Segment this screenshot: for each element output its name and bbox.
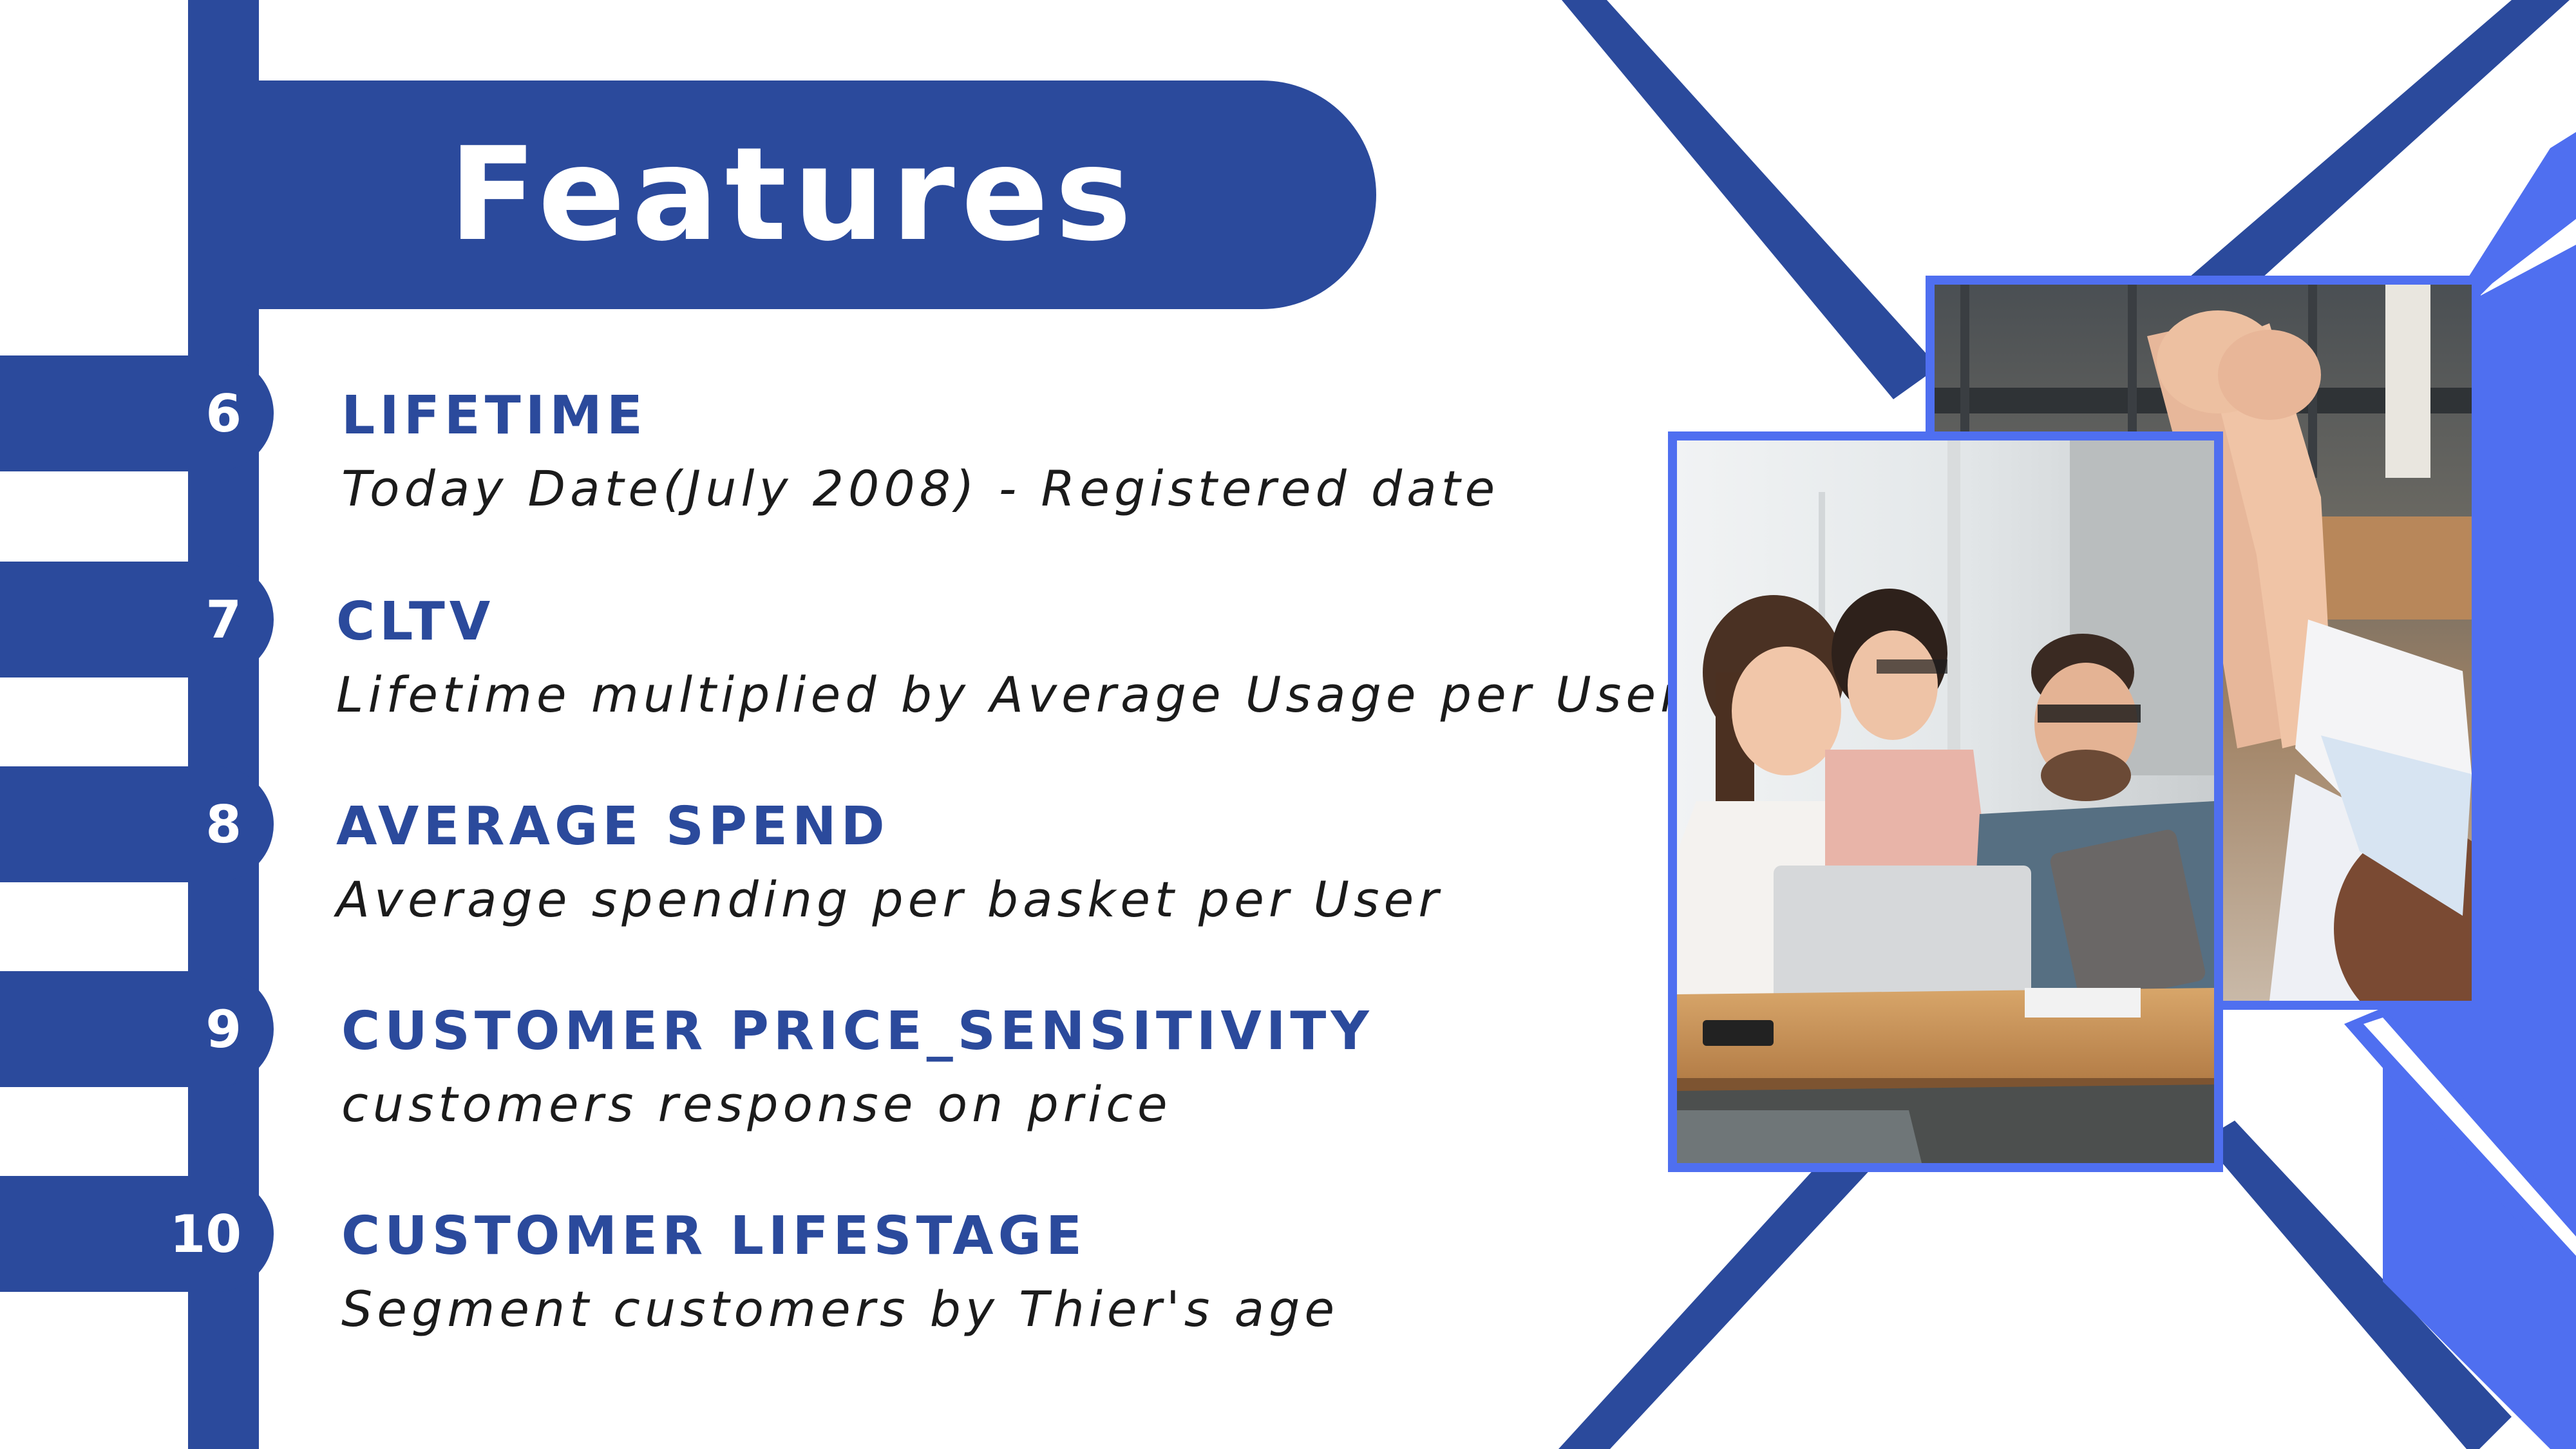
feature-number: 10 [169, 1204, 242, 1264]
feature-title: CUSTOMER LIFESTAGE [341, 1206, 1086, 1267]
number-tab-6: 6 [0, 355, 274, 471]
feature-item-lifestage: CUSTOMER LIFESTAGE Segment customers by … [341, 1210, 1339, 1334]
title-banner [188, 80, 1376, 309]
feature-number: 7 [205, 589, 242, 650]
photo-frame-front [1668, 431, 2223, 1172]
stripe-bottom-left [1558, 1153, 1874, 1449]
feature-item-price-sensitivity: CUSTOMER PRICE_SENSITIVITY customers res… [341, 1005, 1374, 1129]
stripe-bottom-right-light [2344, 1008, 2576, 1288]
feature-item-cltv: CLTV Lifetime multiplied by Average Usag… [336, 596, 1685, 719]
number-tab-7: 7 [0, 562, 274, 677]
feature-number: 8 [205, 794, 242, 855]
feature-number: 9 [205, 999, 242, 1059]
team-at-laptop-image [1677, 440, 2214, 1163]
feature-item-average-spend: AVERAGE SPEND Average spending per baske… [336, 800, 1443, 924]
feature-title: CUSTOMER PRICE_SENSITIVITY [341, 1001, 1374, 1062]
feature-item-lifetime: LIFETIME Today Date(July 2008) - Registe… [341, 390, 1499, 513]
feature-description: Average spending per basket per User [336, 871, 1443, 928]
feature-title: AVERAGE SPEND [336, 796, 889, 857]
stripe-top-left [1562, 0, 1938, 399]
feature-number: 6 [205, 383, 242, 444]
feature-description: Today Date(July 2008) - Registered date [341, 460, 1500, 517]
feature-description: Segment customers by Thier's age [341, 1280, 1340, 1338]
number-tab-9: 9 [0, 971, 274, 1087]
number-tab-10: 10 [0, 1176, 274, 1292]
feature-title: LIFETIME [341, 385, 647, 446]
stripe-top-right [2190, 0, 2570, 303]
feature-title: CLTV [336, 591, 495, 652]
feature-description: customers response on price [341, 1075, 1172, 1133]
page-title: Features [448, 120, 1139, 270]
photo-team [1677, 440, 2214, 1163]
feature-description: Lifetime multiplied by Average Usage per… [336, 666, 1685, 723]
stripe-bottom-right [2202, 1121, 2512, 1449]
number-tab-8: 8 [0, 766, 274, 882]
